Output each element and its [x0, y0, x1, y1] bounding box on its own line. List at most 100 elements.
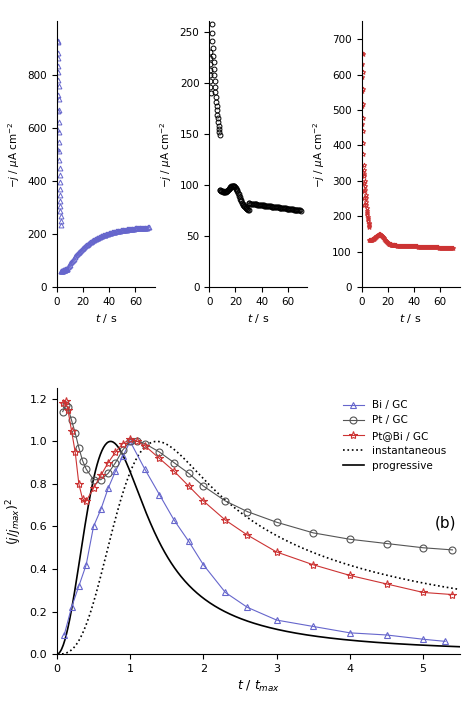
Pt@Bi / GC — [156, 454, 162, 463]
Pt@Bi / GC — [245, 530, 250, 539]
Y-axis label: $-j$ / $\mu$A cm$^{-2}$: $-j$ / $\mu$A cm$^{-2}$ — [311, 121, 327, 188]
progressive — [249, 619, 255, 627]
Pt / GC — [91, 476, 96, 484]
Pt@Bi / GC — [128, 435, 133, 444]
Bi / GC — [201, 560, 206, 569]
instantaneous — [457, 585, 463, 594]
Bi / GC — [83, 560, 89, 569]
Y-axis label: $(j / j_{max})^{2}$: $(j / j_{max})^{2}$ — [4, 498, 24, 545]
instantaneous — [385, 571, 391, 579]
Pt@Bi / GC — [69, 427, 74, 435]
Bi / GC — [76, 582, 82, 590]
Y-axis label: $-j$ / $\mu$A cm$^{-2}$: $-j$ / $\mu$A cm$^{-2}$ — [158, 121, 174, 188]
instantaneous — [273, 531, 279, 540]
Bi / GC — [420, 635, 426, 643]
Pt@Bi / GC — [76, 480, 82, 488]
progressive — [457, 643, 463, 651]
Pt / GC — [83, 465, 89, 474]
instantaneous — [246, 515, 252, 523]
Bi / GC — [245, 603, 250, 611]
Pt@Bi / GC — [171, 467, 177, 476]
Bi / GC — [274, 616, 280, 624]
X-axis label: $t$ / s: $t$ / s — [247, 313, 270, 326]
progressive — [246, 617, 252, 626]
Pt@Bi / GC — [420, 588, 426, 597]
Pt@Bi / GC — [83, 497, 89, 506]
Bi / GC — [383, 631, 389, 639]
Text: (b): (b) — [434, 516, 456, 531]
Pt@Bi / GC — [91, 484, 96, 493]
Bi / GC — [69, 603, 74, 611]
Bi / GC — [120, 452, 126, 461]
Bi / GC — [113, 467, 118, 476]
Pt / GC — [274, 518, 280, 527]
Pt@Bi / GC — [98, 471, 104, 480]
Pt / GC — [98, 476, 104, 484]
Pt@Bi / GC — [63, 397, 69, 405]
Bi / GC — [142, 465, 147, 474]
Bi / GC — [222, 588, 228, 597]
Pt@Bi / GC — [135, 437, 140, 446]
progressive — [385, 639, 391, 648]
Bi / GC — [171, 516, 177, 525]
Pt / GC — [222, 497, 228, 506]
Line: Pt / GC: Pt / GC — [59, 402, 456, 553]
instantaneous — [249, 516, 255, 525]
Pt / GC — [65, 403, 71, 412]
Pt@Bi / GC — [113, 448, 118, 456]
Pt / GC — [60, 407, 65, 416]
Bi / GC — [91, 523, 96, 531]
X-axis label: $t$ / s: $t$ / s — [95, 313, 117, 326]
Pt / GC — [171, 459, 177, 467]
progressive — [273, 625, 279, 634]
Pt / GC — [156, 448, 162, 456]
Pt / GC — [420, 543, 426, 552]
Line: progressive: progressive — [58, 442, 460, 654]
Bi / GC — [156, 491, 162, 499]
Pt / GC — [450, 545, 456, 554]
Bi / GC — [105, 484, 111, 493]
Pt@Bi / GC — [80, 495, 85, 503]
Pt@Bi / GC — [142, 442, 147, 450]
Pt@Bi / GC — [222, 516, 228, 525]
Bi / GC — [186, 537, 191, 545]
Y-axis label: $-j$ / $\mu$A cm$^{-2}$: $-j$ / $\mu$A cm$^{-2}$ — [6, 121, 22, 188]
Pt@Bi / GC — [450, 590, 456, 599]
Pt@Bi / GC — [186, 482, 191, 491]
Pt / GC — [69, 416, 74, 424]
Pt / GC — [120, 446, 126, 454]
Bi / GC — [310, 622, 316, 631]
Pt / GC — [383, 539, 389, 547]
Pt@Bi / GC — [383, 579, 389, 588]
Pt / GC — [310, 528, 316, 537]
instantaneous — [295, 542, 301, 550]
Pt@Bi / GC — [120, 439, 126, 448]
instantaneous — [55, 650, 61, 658]
Pt / GC — [245, 508, 250, 516]
Legend: Bi / GC, Pt / GC, Pt@Bi / GC, instantaneous, progressive: Bi / GC, Pt / GC, Pt@Bi / GC, instantane… — [339, 396, 451, 475]
Line: Bi / GC: Bi / GC — [61, 438, 448, 645]
Pt@Bi / GC — [201, 497, 206, 506]
progressive — [448, 642, 454, 651]
X-axis label: $t$ / $t_{max}$: $t$ / $t_{max}$ — [237, 680, 280, 695]
Pt / GC — [76, 444, 82, 452]
Pt@Bi / GC — [310, 560, 316, 569]
Pt@Bi / GC — [73, 448, 78, 456]
instantaneous — [154, 437, 160, 446]
Pt / GC — [105, 469, 111, 478]
Line: Pt@Bi / GC: Pt@Bi / GC — [59, 397, 456, 599]
Bi / GC — [128, 437, 133, 446]
Pt@Bi / GC — [105, 459, 111, 467]
Pt@Bi / GC — [274, 547, 280, 556]
Line: instantaneous: instantaneous — [58, 442, 460, 654]
Pt / GC — [113, 459, 118, 467]
progressive — [108, 437, 114, 446]
Bi / GC — [347, 629, 353, 637]
Pt@Bi / GC — [60, 399, 65, 407]
Pt / GC — [142, 439, 147, 448]
instantaneous — [448, 584, 454, 592]
Pt / GC — [201, 482, 206, 491]
Pt / GC — [63, 401, 69, 410]
Pt / GC — [186, 469, 191, 478]
Bi / GC — [61, 631, 67, 639]
